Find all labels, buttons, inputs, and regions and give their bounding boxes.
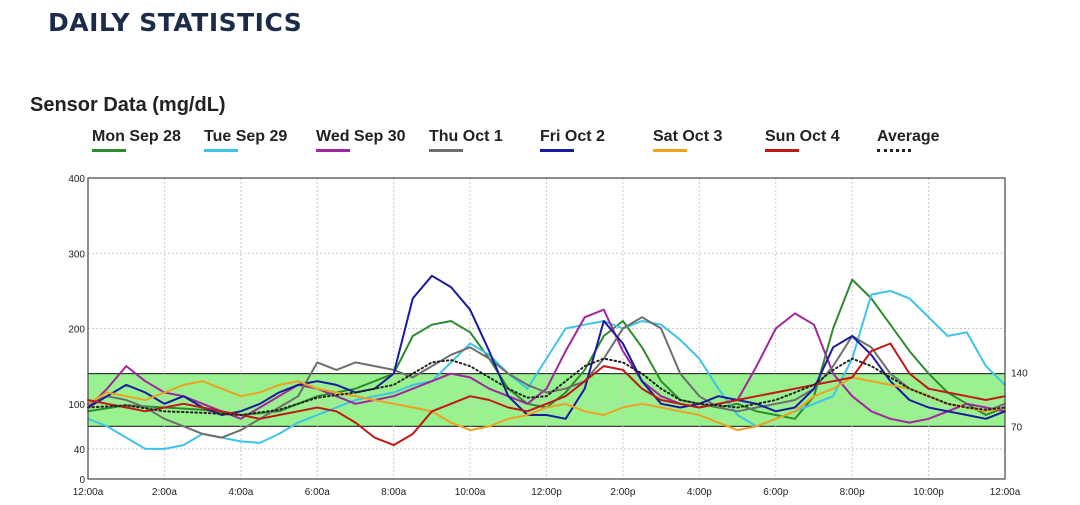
- x-tick-label: 2:00p: [610, 487, 635, 498]
- x-tick-label: 6:00a: [305, 487, 330, 498]
- x-tick-label: 12:00a: [990, 487, 1021, 498]
- legend-swatch: [204, 149, 238, 152]
- y-tick-label: 40: [74, 445, 86, 456]
- legend-label: Sun Oct 4: [765, 128, 840, 145]
- chart-title: Sensor Data (mg/dL): [30, 94, 226, 116]
- target-low-label: 70: [1011, 422, 1023, 433]
- legend-label: Thu Oct 1: [429, 128, 503, 145]
- x-tick-label: 8:00p: [840, 487, 865, 498]
- legend-label: Tue Sep 29: [204, 128, 288, 145]
- legend-swatch: [540, 149, 574, 152]
- legend-item: Average: [877, 128, 940, 152]
- legend-item: Mon Sep 28: [92, 128, 181, 152]
- legend-swatch: [429, 149, 463, 152]
- legend-swatch: [765, 149, 799, 152]
- y-tick-label: 300: [68, 249, 85, 260]
- x-tick-label: 6:00p: [763, 487, 788, 498]
- chart-legend: Mon Sep 28 Tue Sep 29 Wed Sep 30 Thu Oct 1 F…: [92, 128, 972, 158]
- series-line-4: [87, 274, 1006, 420]
- legend-item: Wed Sep 30: [316, 128, 406, 152]
- legend-swatch: [92, 149, 126, 152]
- x-tick-label: 12:00a: [73, 487, 104, 498]
- x-tick-label: 10:00a: [455, 487, 486, 498]
- legend-swatch: [877, 149, 911, 152]
- x-tick-label: 8:00a: [381, 487, 406, 498]
- legend-item: Sun Oct 4: [765, 128, 840, 152]
- x-tick-label: 12:00p: [531, 487, 562, 498]
- target-high-label: 140: [1011, 369, 1028, 380]
- plot-frame: [87, 177, 1006, 480]
- y-tick-label: 0: [79, 475, 85, 486]
- legend-label: Mon Sep 28: [92, 128, 181, 145]
- series-line-0: [87, 278, 1006, 420]
- legend-swatch: [316, 149, 350, 152]
- legend-label: Fri Oct 2: [540, 128, 605, 145]
- x-tick-label: 4:00p: [687, 487, 712, 498]
- legend-item: Thu Oct 1: [429, 128, 503, 152]
- y-tick-label: 400: [68, 174, 85, 185]
- x-tick-label: 2:00a: [152, 487, 177, 498]
- y-tick-label: 100: [68, 400, 85, 411]
- legend-swatch: [653, 149, 687, 152]
- y-tick-label: 200: [68, 325, 85, 336]
- legend-label: Sat Oct 3: [653, 128, 723, 145]
- legend-item: Tue Sep 29: [204, 128, 288, 152]
- legend-item: Sat Oct 3: [653, 128, 723, 152]
- x-tick-label: 10:00p: [913, 487, 944, 498]
- page-title: DAILY STATISTICS: [48, 8, 303, 37]
- legend-label: Wed Sep 30: [316, 128, 406, 145]
- legend-item: Fri Oct 2: [540, 128, 605, 152]
- series-line-2: [87, 308, 1006, 424]
- series-line-7: [87, 357, 1006, 416]
- legend-label: Average: [877, 128, 940, 145]
- x-tick-label: 4:00a: [228, 487, 253, 498]
